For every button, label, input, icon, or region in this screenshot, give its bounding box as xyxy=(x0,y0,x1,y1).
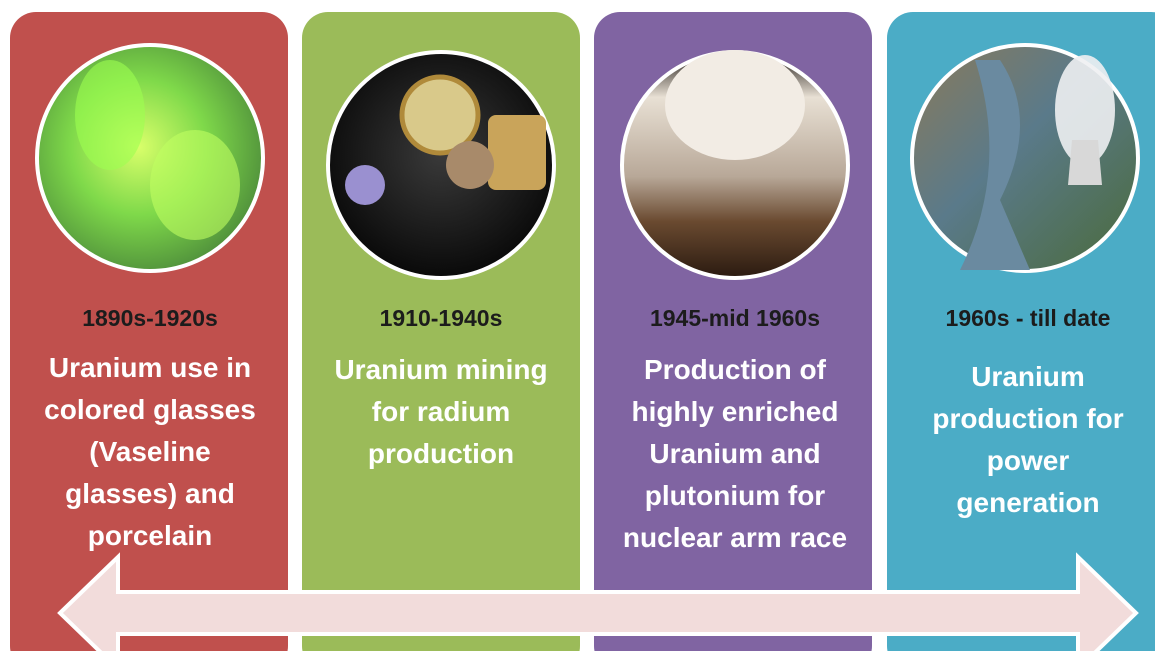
clocks-image xyxy=(345,165,385,205)
description-line: nuclear arm race xyxy=(623,522,847,553)
description-line: porcelain xyxy=(88,520,212,551)
description-line: glasses) and xyxy=(65,478,235,509)
glass-image xyxy=(75,60,145,170)
clocks-image xyxy=(488,115,546,190)
description-line: production xyxy=(368,438,514,469)
explosion-image xyxy=(665,50,805,160)
period: 1960s - till date xyxy=(946,305,1111,331)
description-line: generation xyxy=(956,487,1099,518)
period: 1910-1940s xyxy=(380,305,503,331)
clocks-image xyxy=(446,141,494,189)
description-line: colored glasses xyxy=(44,394,256,425)
description-line: highly enriched xyxy=(632,396,839,427)
description-line: production for xyxy=(932,403,1123,434)
glass-image xyxy=(150,130,240,240)
period: 1945-mid 1960s xyxy=(650,305,820,331)
description-line: for radium xyxy=(372,396,510,427)
description-line: Uranium xyxy=(971,361,1085,392)
description-line: power xyxy=(987,445,1070,476)
description-line: plutonium for xyxy=(645,480,826,511)
description-line: Uranium use in xyxy=(49,352,251,383)
description-line: Uranium and xyxy=(649,438,820,469)
timeline-diagram: 1890s-1920s Uranium use in colored glasses… xyxy=(0,0,1155,651)
period: 1890s-1920s xyxy=(82,305,218,331)
description-line: Uranium mining xyxy=(334,354,547,385)
description-line: Production of xyxy=(644,354,827,385)
power-plant-image xyxy=(1068,140,1102,185)
description-line: (Vaseline xyxy=(89,436,210,467)
panel-images xyxy=(37,45,1138,278)
